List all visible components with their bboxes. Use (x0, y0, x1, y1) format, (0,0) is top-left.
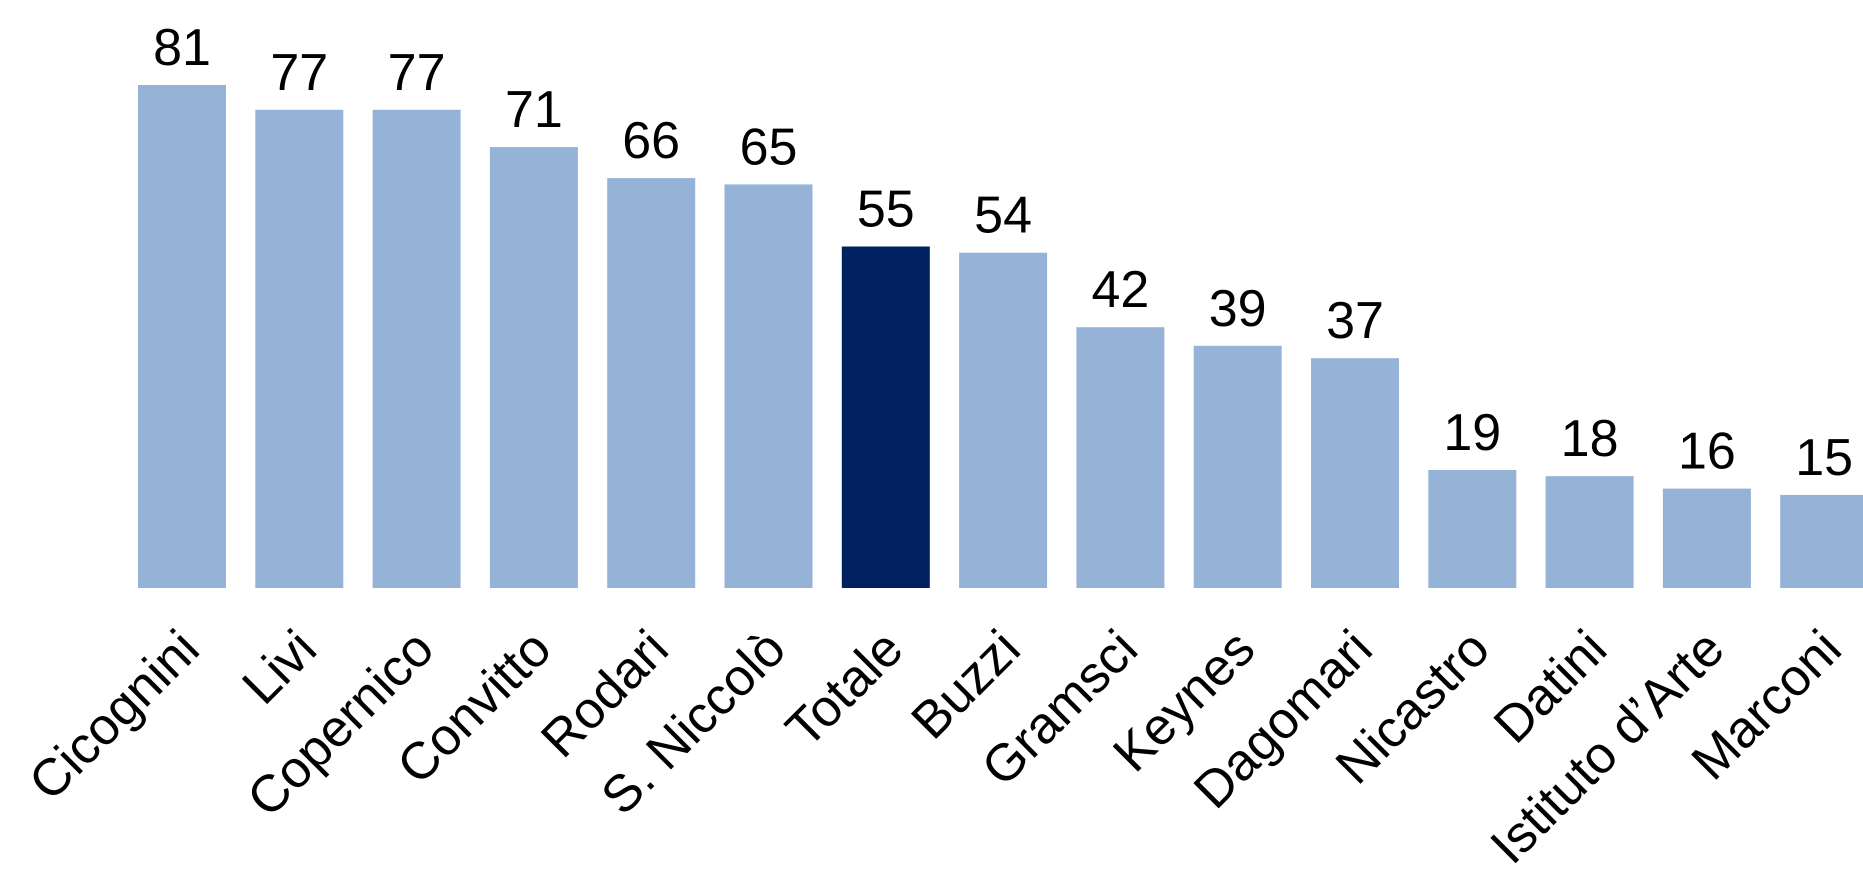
value-label-nicastro: 19 (1443, 404, 1501, 462)
value-label-datini: 18 (1561, 410, 1619, 468)
bar-keynes (1193, 345, 1282, 588)
value-label-keynes: 39 (1209, 280, 1267, 338)
value-label-copernico: 77 (388, 44, 446, 102)
bar-totale (841, 246, 930, 588)
bar-livi (255, 109, 344, 589)
value-label-buzzi: 54 (974, 187, 1032, 245)
value-label-dagomari: 37 (1326, 292, 1384, 350)
category-label-totale: Totale (775, 619, 914, 758)
value-label-marconi: 15 (1795, 429, 1853, 487)
bar-s-niccolo (724, 184, 813, 588)
bar-nicastro (1428, 470, 1517, 588)
bar-rodari (607, 178, 696, 588)
value-label-istituto-d-arte: 16 (1678, 423, 1736, 481)
value-label-gramsci: 42 (1091, 261, 1149, 319)
value-label-totale: 55 (857, 181, 915, 239)
value-label-livi: 77 (270, 44, 328, 102)
category-label-livi: Livi (232, 619, 328, 715)
value-label-s-niccolo: 65 (740, 118, 798, 176)
value-label-rodari: 66 (622, 112, 680, 170)
value-label-cicognini: 81 (153, 19, 211, 77)
bar-marconi (1780, 494, 1863, 588)
value-label-convitto: 71 (505, 81, 563, 139)
bar-istituto-d-arte (1662, 488, 1751, 588)
bars-group (138, 85, 1863, 589)
category-label-cicognini: Cicognini (18, 619, 210, 811)
bar-buzzi (959, 252, 1048, 588)
bar-copernico (372, 109, 461, 589)
bar-datini (1545, 476, 1634, 588)
bar-gramsci (1076, 327, 1165, 588)
bar-convitto (489, 147, 578, 588)
bar-cicognini (138, 85, 226, 588)
bar-dagomari (1311, 358, 1399, 588)
value-labels-group: 81 77 77 71 66 65 55 54 42 39 37 19 18 16 15 (153, 19, 1853, 487)
